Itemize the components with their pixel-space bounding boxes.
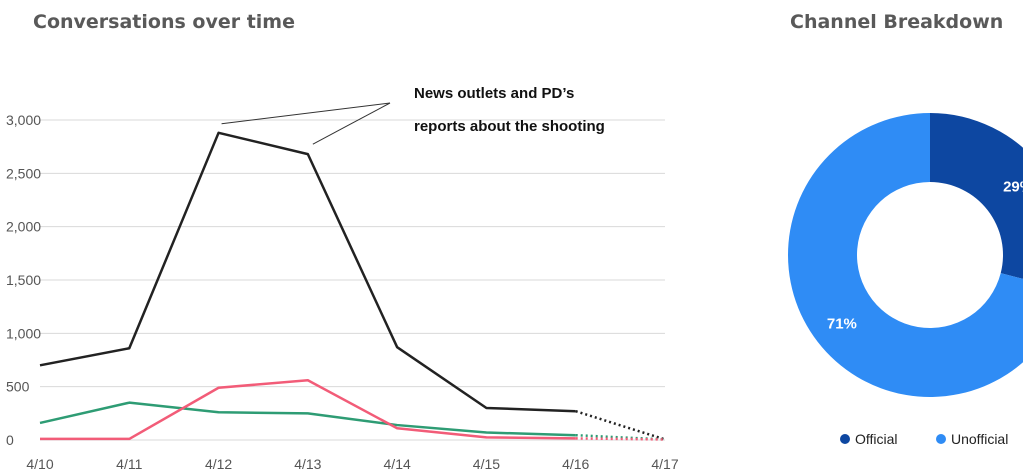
slice-label: 29% — [1003, 179, 1023, 196]
series-line-projection — [575, 437, 666, 441]
x-tick-label: 4/15 — [473, 456, 500, 472]
series-line — [39, 401, 576, 437]
y-tick-label: 2,000 — [6, 219, 41, 235]
x-tick-label: 4/14 — [384, 456, 411, 472]
y-tick-label: 1,000 — [6, 325, 41, 341]
legend: Official Unofficial — [840, 431, 1008, 447]
annotation-text-line-1: News outlets and PD’s — [414, 85, 574, 102]
annotation-pointer-line — [312, 102, 391, 145]
series-line — [39, 131, 576, 413]
line-chart-title: Conversations over time — [33, 11, 295, 33]
donut-slice-labels: 29% 71% — [827, 179, 1023, 333]
donut-chart-title: Channel Breakdown — [790, 11, 1004, 33]
y-tick-label: 3,000 — [6, 112, 41, 128]
gridlines — [40, 119, 665, 441]
donut-slice — [788, 113, 1023, 397]
y-tick-label: 500 — [6, 379, 30, 395]
x-axis-ticks: 4/10 4/11 4/12 4/13 4/14 4/15 4/16 4/17 — [26, 456, 678, 472]
y-tick-label: 2,500 — [6, 165, 41, 181]
x-tick-label: 4/16 — [562, 456, 589, 472]
series-lines — [39, 131, 666, 441]
legend-item-label: Unofficial — [951, 431, 1008, 447]
x-tick-label: 4/10 — [26, 456, 53, 472]
legend-item-label: Official — [855, 431, 898, 447]
annotation-text-line-2: reports about the shooting — [414, 118, 605, 135]
donut-slices — [788, 113, 1023, 397]
donut-chart: 29% 71% Official Unofficial — [788, 113, 1023, 447]
x-tick-label: 4/13 — [294, 456, 321, 472]
annotation: News outlets and PD’s reports about the … — [221, 85, 605, 145]
x-tick-label: 4/11 — [116, 456, 142, 472]
slice-label: 71% — [827, 315, 857, 332]
donut-slice — [930, 113, 1023, 279]
x-tick-label: 4/12 — [205, 456, 232, 472]
y-axis-ticks: 0 500 1,000 1,500 2,000 2,500 3,000 — [6, 112, 41, 448]
series-line-projection — [575, 410, 666, 441]
legend-swatch — [840, 434, 850, 444]
y-tick-label: 0 — [6, 432, 14, 448]
legend-swatch — [936, 434, 946, 444]
annotation-pointer-line — [221, 102, 391, 125]
series-line — [40, 379, 576, 441]
y-tick-label: 1,500 — [6, 272, 41, 288]
x-tick-label: 4/17 — [651, 456, 678, 472]
